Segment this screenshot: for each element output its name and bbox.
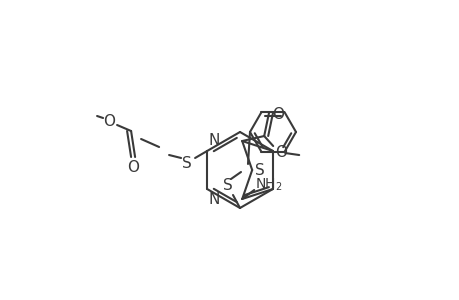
Text: N: N [208,133,220,148]
Text: S: S [182,155,191,170]
Text: O: O [272,106,284,122]
Text: S: S [223,178,232,194]
Text: N: N [208,192,220,207]
Text: O: O [127,160,139,175]
Text: NH$_2$: NH$_2$ [255,177,282,193]
Text: O: O [274,145,286,160]
Text: O: O [103,113,115,128]
Text: S: S [255,163,264,178]
